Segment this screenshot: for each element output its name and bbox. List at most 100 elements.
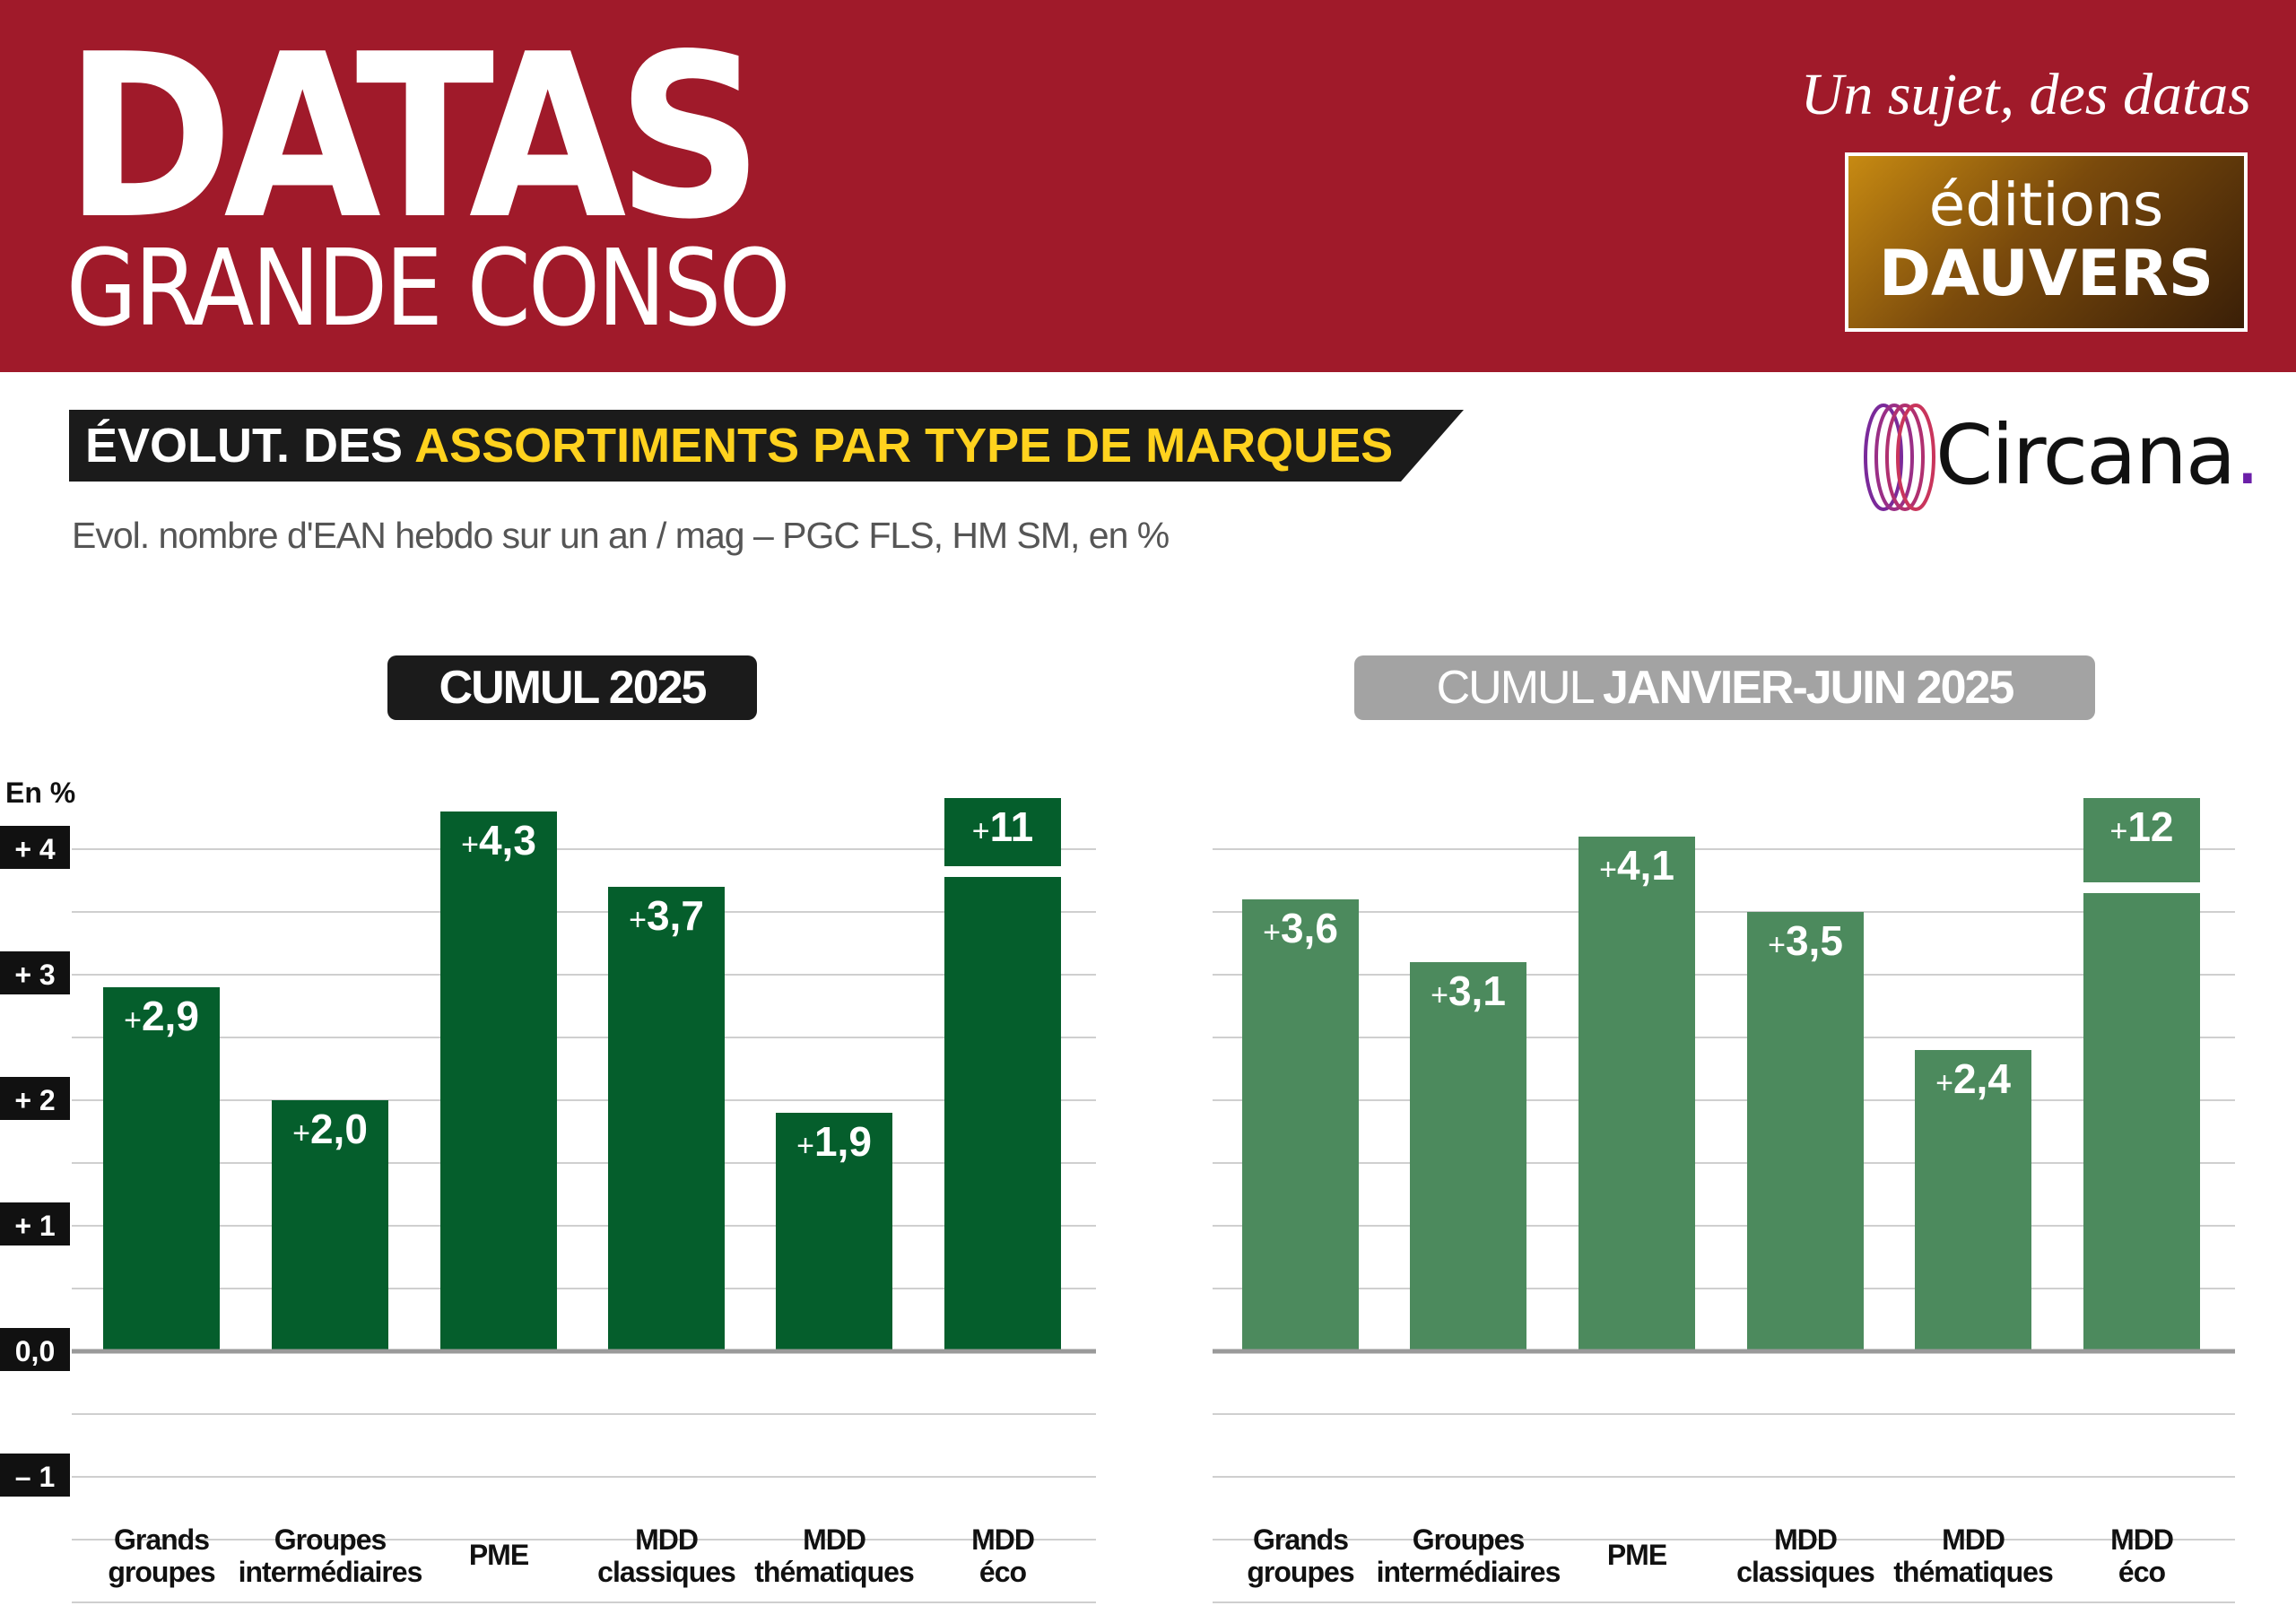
data-label: +2,4 (1935, 1055, 2011, 1102)
bar (2083, 893, 2200, 1351)
data-label: +1,9 (796, 1118, 872, 1165)
y-tick-label: – 1 (15, 1461, 55, 1493)
y-tick-label: + 3 (14, 959, 55, 991)
data-label-sign: + (796, 1129, 814, 1163)
publisher-line2: DAUVERS (1878, 237, 2214, 310)
logo-grande-conso: GRANDE CONSO (66, 226, 790, 350)
circana-dot: . (2234, 407, 2260, 503)
bar (272, 1100, 388, 1351)
y-tick-box (0, 951, 70, 994)
data-label-sign: + (1263, 916, 1281, 950)
right-panel-label-bold: JANVIER-JUIN 2025 (1603, 662, 2014, 714)
bar-charts: +2,9Grandsgroupes+2,0Groupesintermédiair… (0, 798, 2235, 1603)
bar-top-segment (944, 798, 1061, 866)
data-label-value: 3,6 (1281, 905, 1338, 951)
source-brand-logo: Circana. (1857, 395, 2261, 520)
category-label: PME (1607, 1539, 1667, 1571)
data-label-sign: + (461, 828, 479, 862)
data-label-sign: + (1431, 978, 1448, 1012)
data-label: +2,0 (292, 1106, 368, 1152)
data-label-value: 4,1 (1617, 842, 1674, 889)
data-label: +12 (2109, 803, 2173, 850)
category-label: groupes (1247, 1556, 1353, 1588)
category-label: thématiques (754, 1556, 914, 1588)
data-label: +3,1 (1431, 968, 1506, 1014)
data-label-value: 3,7 (647, 892, 704, 939)
category-label: thématiques (1893, 1556, 2053, 1588)
category-label: éco (979, 1556, 1027, 1588)
bar (1915, 1050, 2031, 1351)
tagline: Un sujet, des datas (1800, 62, 2251, 127)
data-label-sign: + (629, 903, 647, 937)
category-label: intermédiaires (1377, 1556, 1561, 1588)
category-label: MDD (1942, 1523, 2005, 1556)
data-label: +3,6 (1263, 905, 1338, 951)
category-label: Groupes (1413, 1523, 1525, 1556)
category-label: PME (469, 1539, 529, 1571)
category-label: MDD (2110, 1523, 2173, 1556)
category-label: MDD (635, 1523, 698, 1556)
bar (1410, 962, 1526, 1351)
data-label-value: 2,0 (310, 1106, 368, 1152)
data-label-sign: + (124, 1003, 142, 1037)
category-label: classiques (1736, 1556, 1874, 1588)
title-prefix: ÉVOLUT. DES (85, 419, 415, 473)
data-label: +2,9 (124, 993, 199, 1039)
bar (944, 877, 1061, 1351)
bar (1578, 837, 1695, 1351)
data-label-sign: + (1768, 928, 1786, 962)
data-label-sign: + (1599, 853, 1617, 887)
category-label: Grands (1253, 1523, 1348, 1556)
bar (1242, 899, 1359, 1351)
data-label: +11 (972, 803, 1034, 850)
data-label: +4,1 (1599, 842, 1674, 889)
category-label: MDD (1774, 1523, 1837, 1556)
data-label-sign: + (972, 814, 990, 848)
data-label: +3,5 (1768, 917, 1843, 964)
y-tick-label: + 2 (14, 1084, 55, 1116)
bar (776, 1113, 892, 1351)
publisher-logo: éditions DAUVERS (1845, 152, 2248, 332)
category-label: MDD (971, 1523, 1034, 1556)
data-label: +3,7 (629, 892, 704, 939)
data-label-value: 1,9 (814, 1118, 872, 1165)
category-label: intermédiaires (239, 1556, 422, 1588)
data-label: +4,3 (461, 817, 536, 864)
y-axis-label: En % (5, 777, 76, 809)
y-tick-label: 0,0 (15, 1335, 55, 1367)
title-highlight: ASSORTIMENTS PAR TYPE DE MARQUES (414, 419, 1394, 473)
left-panel-label: CUMUL 2025 (387, 655, 757, 720)
data-label-value: 3,5 (1786, 917, 1843, 964)
category-label: Grands (114, 1523, 209, 1556)
bar (103, 987, 220, 1351)
category-label: Groupes (274, 1523, 387, 1556)
category-label: classiques (597, 1556, 735, 1588)
data-label-value: 11 (990, 803, 1034, 850)
data-label-value: 3,1 (1448, 968, 1506, 1014)
publisher-line1: éditions (1928, 170, 2164, 239)
y-tick-box (0, 1202, 70, 1245)
y-tick-box (0, 1328, 70, 1371)
bar (440, 812, 557, 1351)
chart-subtitle: Evol. nombre d'EAN hebdo sur un an / mag… (72, 515, 1170, 556)
title-bar: ÉVOLUT. DES ASSORTIMENTS PAR TYPE DE MAR… (69, 410, 1464, 482)
data-label-value: 12 (2127, 803, 2173, 850)
data-label-sign: + (1935, 1066, 1953, 1100)
y-tick-label: + 1 (14, 1210, 55, 1242)
right-panel-label: CUMUL JANVIER-JUIN 2025 (1354, 655, 2095, 720)
y-tick-box (0, 826, 70, 869)
circana-rings-icon (1864, 404, 1935, 511)
bar-top-segment (2083, 798, 2200, 882)
y-tick-label: + 4 (14, 833, 56, 865)
y-tick-box (0, 1454, 70, 1497)
data-label-value: 2,9 (142, 993, 199, 1039)
data-label-sign: + (292, 1116, 310, 1150)
category-label: groupes (108, 1556, 214, 1588)
category-label: MDD (803, 1523, 865, 1556)
data-label-value: 4,3 (479, 817, 536, 864)
category-label: éco (2118, 1556, 2166, 1588)
data-label-sign: + (2109, 814, 2127, 848)
chart-title: ÉVOLUT. DES ASSORTIMENTS PAR TYPE DE MAR… (85, 419, 1393, 473)
bar (608, 887, 725, 1351)
y-tick-box (0, 1077, 70, 1120)
